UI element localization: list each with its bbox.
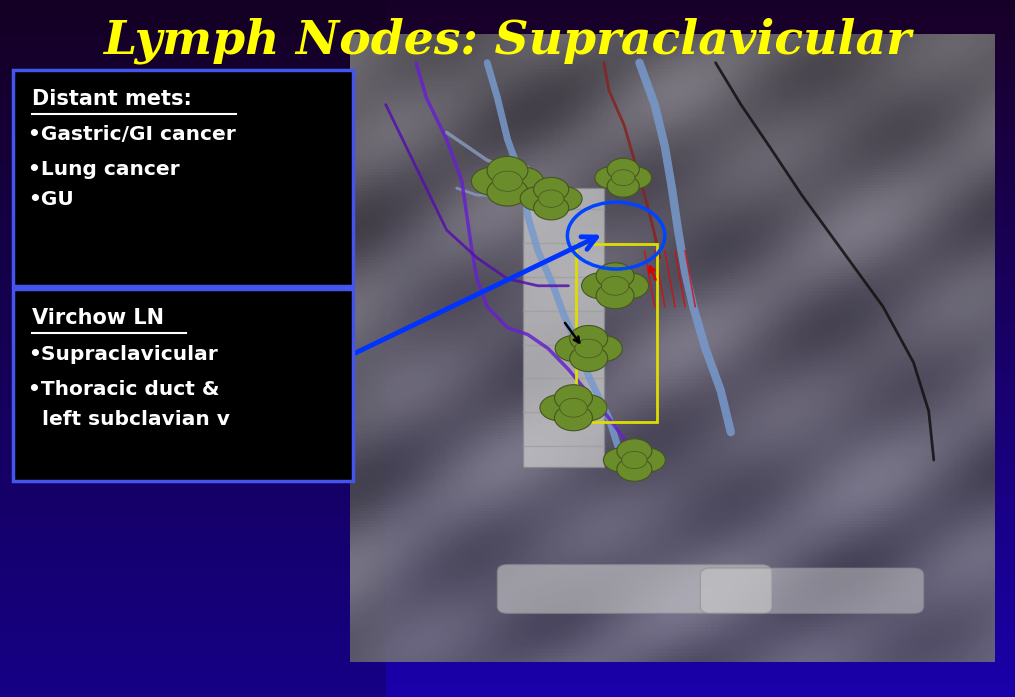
Text: •Lung cancer: •Lung cancer: [28, 160, 180, 179]
Circle shape: [585, 335, 622, 362]
FancyBboxPatch shape: [700, 568, 924, 613]
Text: Distant mets:: Distant mets:: [32, 89, 193, 109]
Circle shape: [555, 335, 593, 362]
Text: •Supraclavicular: •Supraclavicular: [28, 345, 218, 364]
Circle shape: [574, 339, 603, 358]
Circle shape: [630, 448, 665, 472]
FancyBboxPatch shape: [523, 188, 604, 467]
Circle shape: [617, 457, 652, 481]
Text: left subclavian v: left subclavian v: [28, 410, 230, 429]
Circle shape: [471, 167, 513, 195]
Circle shape: [569, 325, 608, 351]
Circle shape: [612, 170, 634, 185]
Circle shape: [540, 395, 578, 421]
Circle shape: [534, 178, 568, 201]
Circle shape: [539, 190, 563, 207]
Circle shape: [619, 167, 652, 189]
Circle shape: [569, 395, 607, 421]
Text: •Thoracic duct &: •Thoracic duct &: [28, 380, 220, 399]
Circle shape: [596, 263, 634, 289]
Circle shape: [611, 273, 649, 299]
Circle shape: [596, 283, 634, 309]
Circle shape: [547, 187, 582, 210]
Circle shape: [487, 156, 528, 185]
Text: •GU: •GU: [28, 190, 74, 209]
Circle shape: [617, 439, 652, 463]
Circle shape: [595, 167, 627, 189]
Circle shape: [554, 385, 593, 411]
Circle shape: [582, 273, 619, 299]
Circle shape: [607, 158, 639, 181]
FancyBboxPatch shape: [13, 289, 353, 481]
Text: Virchow LN: Virchow LN: [32, 308, 164, 328]
Circle shape: [502, 167, 544, 195]
Circle shape: [521, 187, 555, 210]
Circle shape: [554, 405, 593, 431]
Circle shape: [534, 196, 568, 220]
Circle shape: [604, 448, 638, 472]
Circle shape: [622, 452, 647, 468]
FancyBboxPatch shape: [13, 70, 353, 286]
Text: Lymph Nodes: Supraclavicular: Lymph Nodes: Supraclavicular: [104, 17, 911, 64]
Circle shape: [492, 171, 523, 192]
Circle shape: [559, 398, 588, 418]
Circle shape: [569, 346, 608, 372]
Circle shape: [607, 175, 639, 197]
Circle shape: [487, 178, 528, 206]
FancyBboxPatch shape: [497, 565, 771, 613]
Circle shape: [601, 276, 629, 296]
Text: •Gastric/GI cancer: •Gastric/GI cancer: [28, 125, 236, 144]
